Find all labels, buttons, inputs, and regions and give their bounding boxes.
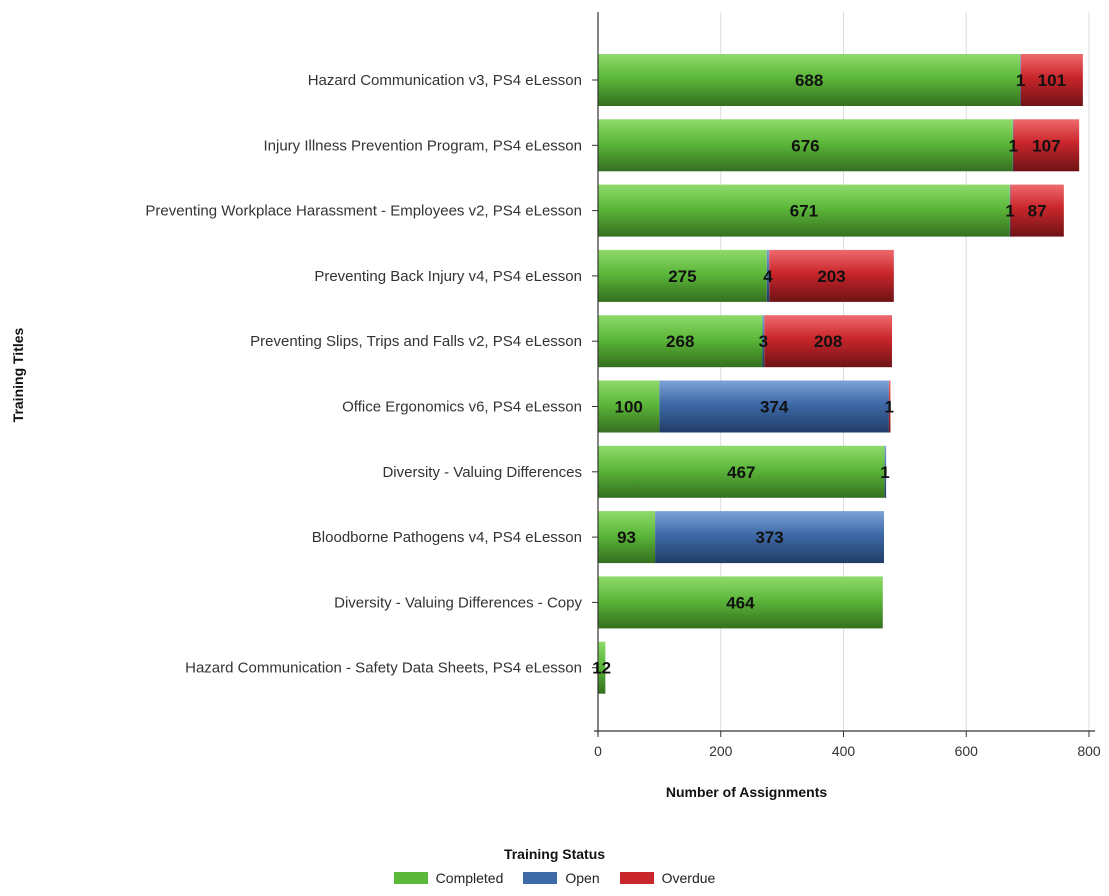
category-label: Injury Illness Prevention Program, PS4 e… <box>264 137 583 154</box>
x-tick-label: 600 <box>955 743 979 759</box>
bar-completed <box>598 445 885 498</box>
bar-open <box>884 445 887 498</box>
bar-overdue <box>1010 184 1064 237</box>
legend-items: Completed Open Overdue <box>0 870 1109 886</box>
bar-completed <box>598 576 883 629</box>
x-tick-label: 200 <box>709 743 733 759</box>
bar-open <box>766 249 770 302</box>
data-label: 1 <box>1016 71 1025 90</box>
legend: Training Status Completed Open Overdue <box>0 846 1109 886</box>
legend-label: Completed <box>435 870 504 886</box>
data-label: 93 <box>617 528 636 547</box>
data-label: 374 <box>760 398 789 417</box>
data-label: 275 <box>668 267 696 286</box>
x-axis-title: Number of Assignments <box>666 784 827 800</box>
y-axis-title: Training Titles <box>10 327 26 422</box>
data-label: 671 <box>790 202 818 221</box>
bar-overdue <box>769 249 894 302</box>
legend-label: Open <box>565 870 600 886</box>
data-label: 464 <box>726 593 755 612</box>
data-label: 268 <box>666 332 694 351</box>
legend-item-overdue: Overdue <box>619 870 716 886</box>
bar-overdue <box>888 380 891 433</box>
data-label: 3 <box>759 332 768 351</box>
bar-open <box>655 511 885 564</box>
category-label: Office Ergonomics v6, PS4 eLesson <box>342 399 582 416</box>
x-tick-label: 400 <box>832 743 856 759</box>
data-label: 1 <box>1005 202 1014 221</box>
bar-open <box>762 315 765 368</box>
bar-completed <box>598 380 660 433</box>
legend-swatch <box>393 872 428 884</box>
data-label: 4 <box>763 267 773 286</box>
category-label: Preventing Back Injury v4, PS4 eLesson <box>314 268 582 285</box>
bar-overdue <box>1013 119 1080 172</box>
category-label: Hazard Communication - Safety Data Sheet… <box>185 660 582 677</box>
data-label: 373 <box>755 528 783 547</box>
legend-item-completed: Completed <box>393 870 504 886</box>
data-label: 101 <box>1038 71 1066 90</box>
x-tick-label: 800 <box>1077 743 1101 759</box>
data-label: 100 <box>615 398 643 417</box>
data-label: 1 <box>884 398 893 417</box>
category-label: Preventing Workplace Harassment - Employ… <box>145 203 582 220</box>
data-label: 1 <box>880 463 889 482</box>
bar-completed <box>598 119 1013 172</box>
data-label: 1 <box>1008 136 1017 155</box>
legend-swatch <box>523 872 558 884</box>
category-label: Hazard Communication v3, PS4 eLesson <box>308 72 582 89</box>
legend-label: Overdue <box>661 870 716 886</box>
data-label: 203 <box>817 267 845 286</box>
data-label: 87 <box>1028 202 1047 221</box>
bar-completed <box>598 315 763 368</box>
data-label: 676 <box>791 136 819 155</box>
data-label: 208 <box>814 332 842 351</box>
legend-swatch <box>619 872 654 884</box>
bar-completed <box>598 511 656 564</box>
bar-overdue <box>764 315 892 368</box>
bar-completed <box>598 184 1010 237</box>
category-label: Diversity - Valuing Differences <box>382 464 582 481</box>
legend-title: Training Status <box>503 846 606 862</box>
x-tick-label: 0 <box>594 743 602 759</box>
data-label: 688 <box>795 71 823 90</box>
data-label: 12 <box>592 659 611 678</box>
data-label: 107 <box>1032 136 1060 155</box>
bar-completed <box>598 54 1021 106</box>
data-label: 467 <box>727 463 755 482</box>
bar-completed <box>598 249 767 302</box>
bar-overdue <box>1020 54 1083 106</box>
category-label: Bloodborne Pathogens v4, PS4 eLesson <box>312 529 582 546</box>
category-label: Preventing Slips, Trips and Falls v2, PS… <box>250 333 582 350</box>
bar-chart: 0 200 400 600 800 Number of Assignments Traini… <box>10 12 1101 800</box>
bar-completed <box>598 641 606 694</box>
bar-open <box>659 380 889 433</box>
legend-item-open: Open <box>523 870 600 886</box>
category-label: Diversity - Valuing Differences - Copy <box>334 594 582 611</box>
